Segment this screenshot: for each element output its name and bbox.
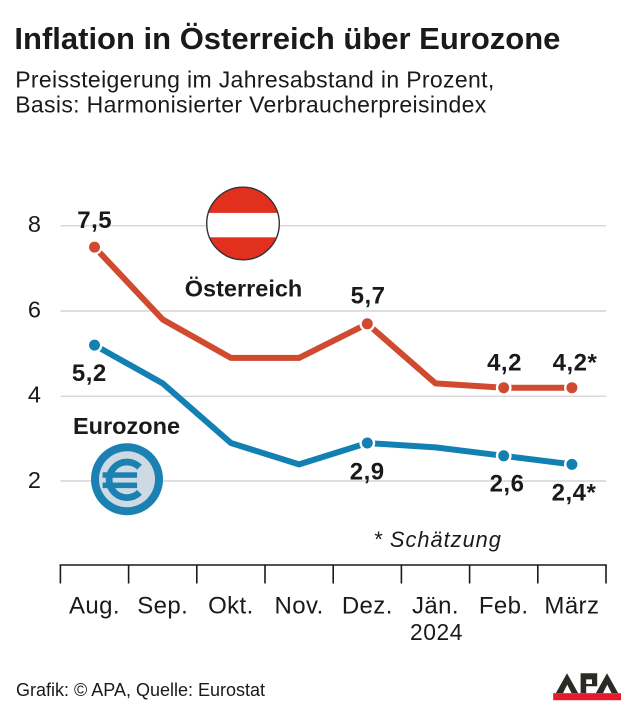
svg-text:Dez.: Dez. xyxy=(342,593,393,620)
svg-text:4: 4 xyxy=(28,382,41,408)
svg-text:Eurozone: Eurozone xyxy=(73,413,180,439)
svg-text:7,5: 7,5 xyxy=(77,207,112,234)
svg-text:6: 6 xyxy=(28,296,41,322)
svg-text:Aug.: Aug. xyxy=(69,593,120,620)
svg-text:4,2: 4,2 xyxy=(487,350,522,377)
svg-text:2: 2 xyxy=(28,467,41,493)
svg-text:Österreich: Österreich xyxy=(185,276,303,302)
svg-text:2,9: 2,9 xyxy=(350,458,385,485)
svg-text:März: März xyxy=(544,593,599,620)
svg-text:Grafik: © APA, Quelle: Eurosta: Grafik: © APA, Quelle: Eurostat xyxy=(16,680,265,700)
svg-text:5,2: 5,2 xyxy=(72,360,107,387)
svg-text:8: 8 xyxy=(28,211,41,237)
svg-text:Feb.: Feb. xyxy=(479,593,529,620)
svg-text:Jän.: Jän. xyxy=(412,593,459,620)
svg-text:4,2*: 4,2* xyxy=(553,350,598,377)
svg-text:Nov.: Nov. xyxy=(275,593,324,620)
svg-text:Preissteigerung im Jahresabsta: Preissteigerung im Jahresabstand in Proz… xyxy=(15,66,494,92)
svg-text:Basis: Harmonisierter Verbrauc: Basis: Harmonisierter Verbraucherpreisin… xyxy=(15,92,487,118)
svg-text:2024: 2024 xyxy=(410,619,463,645)
svg-text:Sep.: Sep. xyxy=(137,593,188,620)
svg-text:Inflation in Österreich über E: Inflation in Österreich über Eurozone xyxy=(14,21,560,56)
svg-text:5,7: 5,7 xyxy=(351,283,386,310)
svg-text:2,6: 2,6 xyxy=(490,470,525,497)
svg-text:2,4*: 2,4* xyxy=(552,480,597,507)
svg-text:Okt.: Okt. xyxy=(208,593,254,620)
svg-text:* Schätzung: * Schätzung xyxy=(373,527,502,552)
